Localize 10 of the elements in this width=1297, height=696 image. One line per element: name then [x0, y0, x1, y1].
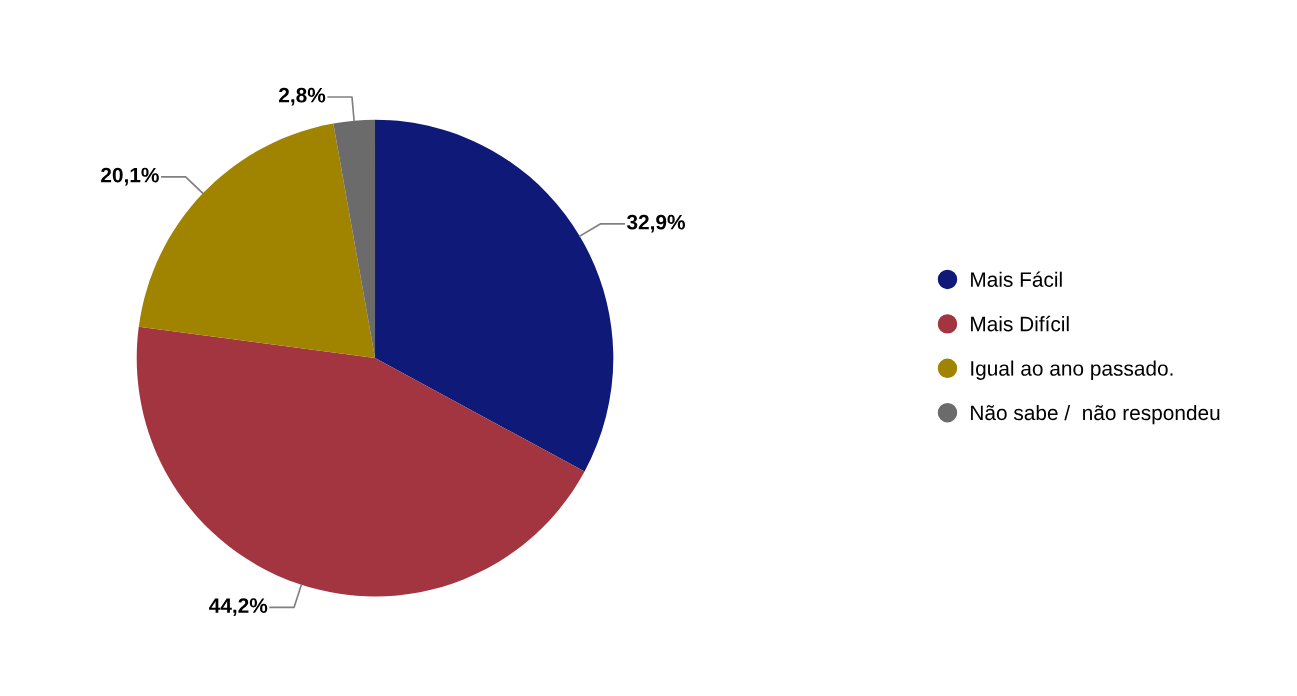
- legend-label: Não sabe / não respondeu: [971, 404, 1220, 425]
- legend-label: Mais Fácil: [971, 271, 1062, 287]
- legend-label: Igual ao ano passado.: [971, 360, 1173, 380]
- pie-slice: [136, 326, 585, 597]
- legend-label: Mais Difícil: [971, 315, 1069, 332]
- data-label: 20,1%: [101, 167, 159, 186]
- data-label: 2,8%: [279, 87, 326, 106]
- data-label: 44,2%: [209, 598, 268, 617]
- data-label: 32,9%: [626, 214, 685, 233]
- pie-slice: [375, 119, 614, 472]
